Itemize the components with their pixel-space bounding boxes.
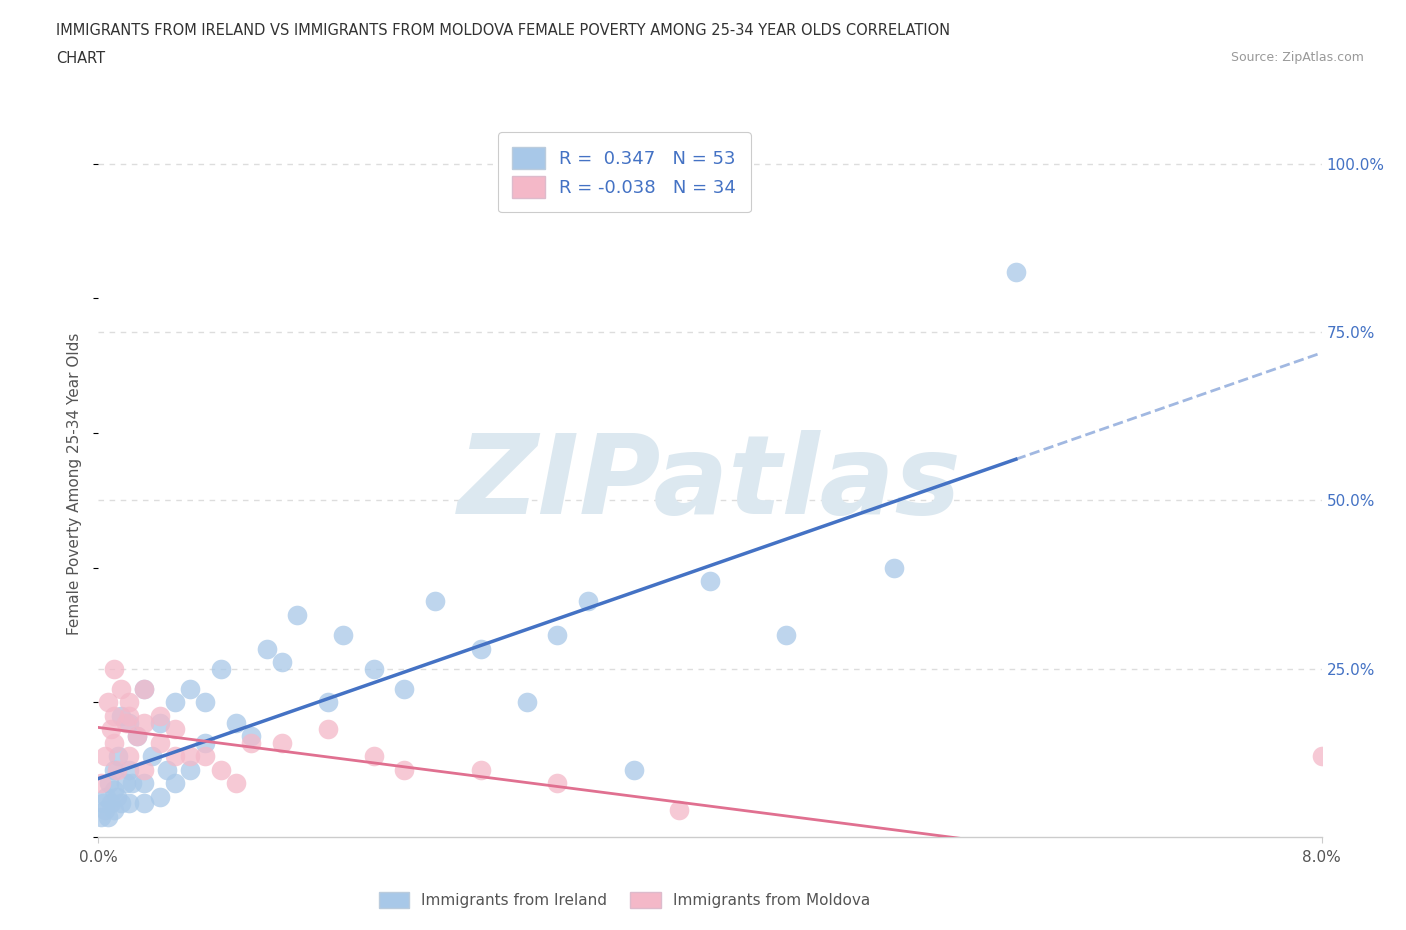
Point [118,763,141,777]
Point [316,722,339,737]
Point [103,763,125,777]
Point [1310,749,1333,764]
Point [149,736,172,751]
Text: IMMIGRANTS FROM IRELAND VS IMMIGRANTS FROM MOLDOVA FEMALE POVERTY AMONG 25-34 YE: IMMIGRANTS FROM IRELAND VS IMMIGRANTS FR… [56,23,950,38]
Point [134,796,156,811]
Point [699,574,721,589]
Point [240,728,263,743]
Point [775,628,797,643]
Point [163,722,186,737]
Point [134,682,156,697]
Point [270,736,294,751]
Point [363,661,385,676]
Point [163,749,186,764]
Point [110,796,132,811]
Point [285,607,308,622]
Point [883,560,905,575]
Point [134,715,156,730]
Point [134,682,156,697]
Point [225,715,247,730]
Point [103,709,125,724]
Point [240,736,263,751]
Point [97,695,120,710]
Point [103,736,125,751]
Point [179,749,201,764]
Point [194,695,217,710]
Point [103,803,125,817]
Point [576,594,599,609]
Point [1004,264,1026,279]
Point [100,796,122,811]
Point [115,776,138,790]
Point [516,695,538,710]
Point [115,715,138,730]
Point [93,803,115,817]
Point [107,749,129,764]
Point [470,763,492,777]
Point [149,715,172,730]
Point [470,641,492,656]
Point [194,736,217,751]
Point [100,722,122,737]
Point [118,749,141,764]
Point [225,776,247,790]
Point [163,695,186,710]
Point [392,763,416,777]
Point [546,628,568,643]
Point [90,809,112,824]
Point [125,728,148,743]
Point [110,709,132,724]
Point [98,776,121,790]
Point [103,661,125,676]
Point [125,728,148,743]
Point [103,782,125,797]
Point [91,796,114,811]
Point [194,749,217,764]
Point [149,790,172,804]
Legend: Immigrants from Ireland, Immigrants from Moldova: Immigrants from Ireland, Immigrants from… [373,886,876,914]
Point [363,749,385,764]
Point [423,594,446,609]
Point [209,763,232,777]
Point [179,763,201,777]
Text: ZIPatlas: ZIPatlas [458,430,962,538]
Point [118,709,141,724]
Point [134,776,156,790]
Point [270,655,294,670]
Point [163,776,186,790]
Point [623,763,645,777]
Y-axis label: Female Poverty Among 25-34 Year Olds: Female Poverty Among 25-34 Year Olds [67,332,83,635]
Point [332,628,354,643]
Point [110,682,132,697]
Point [546,776,568,790]
Point [118,695,141,710]
Point [156,763,179,777]
Text: Source: ZipAtlas.com: Source: ZipAtlas.com [1230,51,1364,64]
Point [94,790,117,804]
Point [392,682,416,697]
Text: CHART: CHART [56,51,105,66]
Point [209,661,232,676]
Point [105,790,128,804]
Point [93,749,115,764]
Point [149,709,172,724]
Point [90,776,112,790]
Point [118,796,141,811]
Point [105,763,128,777]
Point [121,776,143,790]
Point [316,695,339,710]
Point [256,641,278,656]
Point [97,809,120,824]
Point [179,682,201,697]
Point [141,749,163,764]
Point [118,715,141,730]
Point [668,803,690,817]
Point [134,763,156,777]
